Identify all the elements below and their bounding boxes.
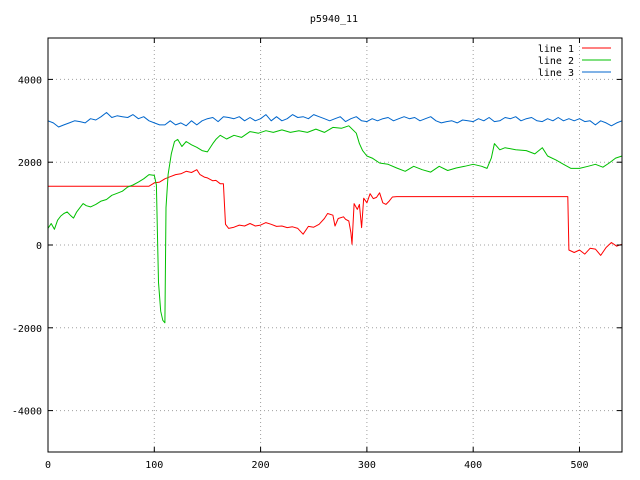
series-line-3 — [47, 112, 623, 128]
series-line-2 — [47, 125, 623, 324]
y-tick-label: 2000 — [18, 158, 42, 169]
plot-frame — [47, 37, 623, 453]
series-line-1 — [48, 169, 623, 256]
y-tick-label: -4000 — [12, 407, 42, 418]
series-group — [47, 112, 623, 324]
legend-label: line 3 — [538, 68, 574, 79]
x-tick-label: 100 — [145, 460, 163, 471]
x-tick-label: 300 — [358, 460, 376, 471]
x-tick-label: 0 — [45, 460, 51, 471]
legend-label: line 2 — [538, 56, 574, 67]
legend-label: line 1 — [538, 44, 574, 55]
y-tick-label: 0 — [36, 241, 42, 252]
ticks: 0 100 200 300 400 500 -4000 -2000 0 2000 4000 — [12, 38, 622, 471]
x-tick-label: 400 — [464, 460, 482, 471]
x-tick-label: 500 — [570, 460, 588, 471]
x-tick-label: 200 — [252, 460, 270, 471]
grid — [48, 38, 622, 452]
y-tick-label: -2000 — [12, 324, 42, 335]
y-tick-label: 4000 — [18, 75, 42, 86]
chart-title: p5940_11 — [310, 14, 358, 25]
